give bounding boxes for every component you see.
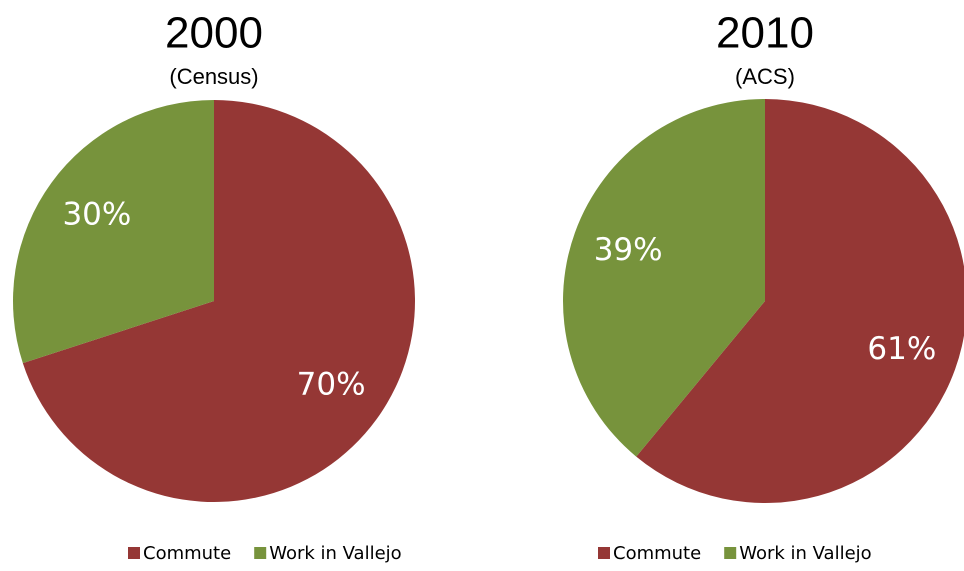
chart-subtitle: (ACS) <box>735 64 795 89</box>
value-label: 39% <box>594 232 663 268</box>
legend-label: Commute <box>613 543 701 564</box>
pie-slice <box>12 100 215 364</box>
legend-label: Work in Vallejo <box>269 543 401 564</box>
pie-slice <box>22 100 415 502</box>
chart-title: 2010 <box>716 9 814 58</box>
pie-slice <box>562 99 765 457</box>
legend-label: Work in Vallejo <box>739 543 871 564</box>
legend-swatch <box>128 547 140 559</box>
pie-slice <box>636 99 964 503</box>
legend-swatch <box>254 547 267 559</box>
value-label: 70% <box>297 367 366 403</box>
legend-swatch <box>724 547 737 559</box>
value-label: 61% <box>867 331 936 367</box>
chart-subtitle: (Census) <box>169 64 258 89</box>
chart-title: 2000 <box>165 9 263 58</box>
value-label: 30% <box>62 196 131 232</box>
legend-swatch <box>598 547 610 559</box>
legend-label: Commute <box>143 543 231 564</box>
